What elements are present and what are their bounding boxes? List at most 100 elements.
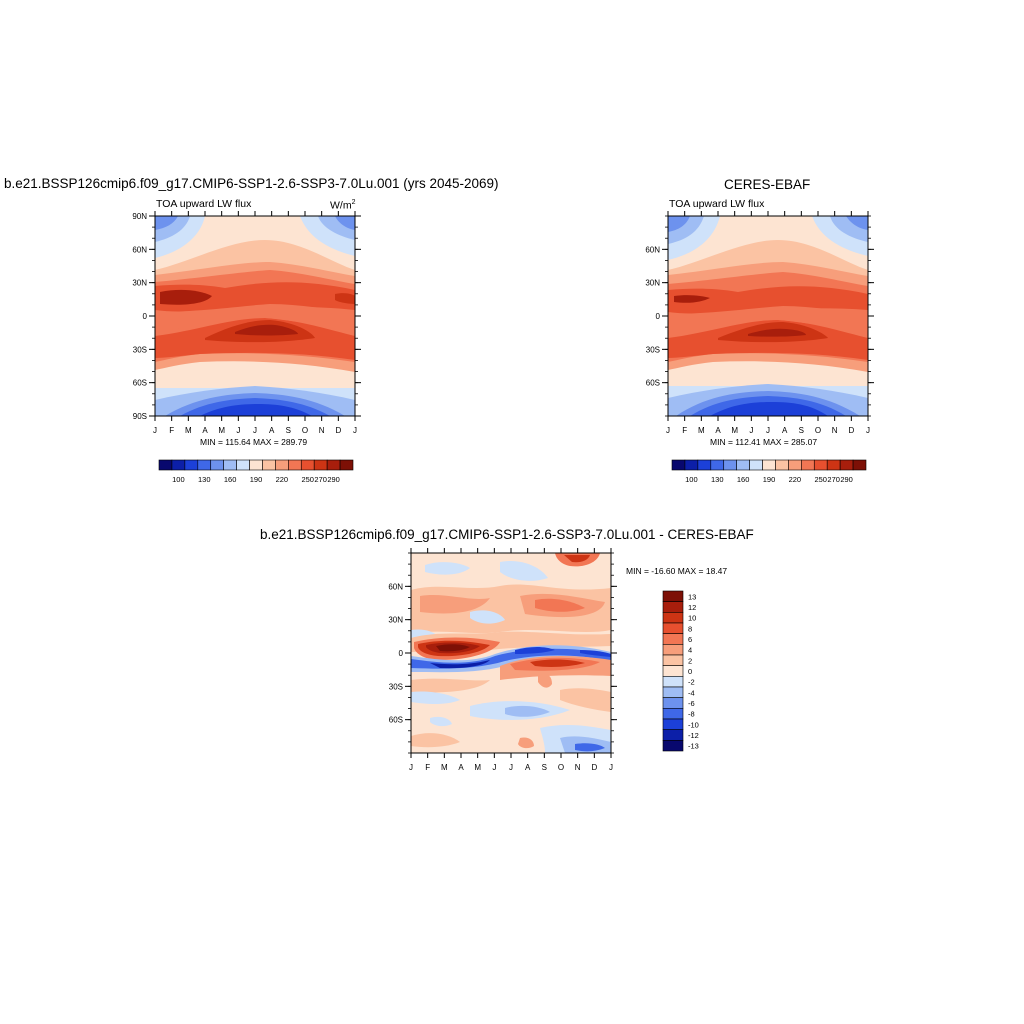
x-tick-label: F	[425, 763, 430, 772]
units-base: W/m	[330, 199, 352, 212]
diff-patch	[436, 644, 470, 652]
diff-patch	[530, 659, 585, 667]
diff-patch	[425, 562, 470, 575]
x-tick-label: N	[575, 763, 581, 772]
x-tick-label: O	[815, 426, 821, 435]
x-tick-label: D	[591, 763, 597, 772]
colorbar-label: 290	[327, 475, 340, 484]
colorbar-label: 290	[840, 475, 853, 484]
colorbar-label: 190	[250, 475, 263, 484]
model-units-label: W/m2	[330, 199, 355, 212]
x-tick-label: J	[492, 763, 496, 772]
colorbar-box	[697, 459, 712, 471]
diff-colorbar-label: -4	[688, 688, 695, 697]
y-tick-label: 30N	[132, 279, 147, 288]
colorbar-box	[749, 459, 763, 471]
x-tick-label: J	[353, 426, 357, 435]
band-nh-core	[160, 289, 212, 305]
band-nh-core	[674, 295, 710, 303]
colorbar-box	[762, 459, 776, 471]
band-nh-blue3	[668, 216, 690, 232]
colorbar-box	[852, 459, 867, 471]
colorbar-box	[262, 459, 276, 471]
x-tick-label: J	[153, 426, 157, 435]
x-tick-label: A	[782, 426, 788, 435]
x-tick-label: J	[509, 763, 513, 772]
colorbar-box	[197, 459, 212, 471]
diff-patch	[500, 560, 548, 581]
band-nh-max	[668, 286, 868, 314]
colorbar-box	[684, 459, 699, 471]
band-sh-core2	[235, 324, 298, 336]
colorbar-label: 130	[711, 475, 724, 484]
diff-colorbar-label: 2	[688, 656, 692, 665]
x-tick-label: A	[525, 763, 531, 772]
colorbar-label: 160	[224, 475, 237, 484]
diff-colorbar-label: -10	[688, 720, 699, 729]
diff-patch	[518, 737, 534, 749]
y-tick-label: 30S	[133, 345, 147, 354]
colorbar-box	[788, 459, 802, 471]
diff-patch	[515, 647, 555, 654]
obs-panel-title: CERES-EBAF	[724, 177, 811, 192]
model-left-string: TOA upward LW flux	[156, 198, 252, 210]
colorbar-box	[839, 459, 854, 471]
colorbar-label: 160	[737, 475, 750, 484]
x-tick-label: J	[666, 426, 670, 435]
x-tick-label: J	[236, 426, 240, 435]
x-tick-label: N	[832, 426, 838, 435]
colorbar-label: 270	[314, 475, 327, 484]
diff-colorbar-label: 13	[688, 592, 696, 601]
x-tick-label: S	[286, 426, 291, 435]
colorbar-box	[339, 459, 354, 471]
diff-colorbar-box	[662, 740, 684, 752]
x-tick-label: F	[682, 426, 687, 435]
x-tick-label: A	[269, 426, 275, 435]
colorbar-box	[300, 459, 315, 471]
diff-patch	[430, 660, 490, 669]
x-tick-label: A	[458, 763, 464, 772]
x-tick-label: O	[558, 763, 564, 772]
colorbars: 100 130 160 190 220 250 270 290 100 130 160 190 220 2…	[158, 459, 867, 752]
diff-patch	[470, 610, 505, 624]
y-tick-label: 60S	[389, 716, 403, 725]
band-nh-pale	[668, 216, 868, 270]
y-tick-label: 90S	[133, 412, 147, 421]
diff-colorbar-label: 6	[688, 635, 692, 644]
diff-colorbar-box	[662, 676, 684, 688]
diff-colorbar-box	[662, 654, 684, 666]
x-tick-label: A	[715, 426, 721, 435]
colorbar-box	[723, 459, 737, 471]
diff-patch	[538, 674, 552, 688]
diff-panel-title: b.e21.BSSP126cmip6.f09_g17.CMIP6-SSP1-2.…	[260, 527, 754, 542]
colorbar-box	[326, 459, 341, 471]
y-tick-label: 30S	[389, 682, 403, 691]
band-sh-blue5	[710, 402, 828, 416]
obs-heatmap	[668, 216, 868, 416]
diff-patch	[411, 691, 460, 704]
y-tick-label: 0	[399, 649, 404, 658]
colorbar-label: 220	[789, 475, 802, 484]
diff-colorbar-label: 10	[688, 614, 696, 623]
obs-stats: MIN = 112.41 MAX = 285.07	[710, 437, 818, 447]
x-tick-label: M	[441, 763, 448, 772]
colorbar-label: 220	[276, 475, 289, 484]
diff-stats: MIN = -16.60 MAX = 18.47	[626, 566, 728, 576]
colorbar-label: 190	[763, 475, 776, 484]
x-tick-label: J	[766, 426, 770, 435]
band-nh-blue3b	[846, 216, 868, 230]
y-tick-label: 30N	[645, 279, 660, 288]
band-sh-blue5	[200, 404, 312, 416]
colorbar-box	[813, 459, 828, 471]
colorbar-label: 130	[198, 475, 211, 484]
y-tick-label: 30S	[646, 345, 660, 354]
diff-colorbar-label: 4	[688, 646, 692, 655]
diff-patch	[535, 598, 585, 612]
x-tick-label: S	[542, 763, 547, 772]
y-tick-label: 60N	[132, 245, 147, 254]
x-tick-label: M	[731, 426, 738, 435]
y-tick-label: 0	[143, 312, 148, 321]
x-tick-label: N	[319, 426, 325, 435]
obs-left-string: TOA upward LW flux	[669, 198, 765, 210]
colorbar-box	[158, 459, 173, 471]
